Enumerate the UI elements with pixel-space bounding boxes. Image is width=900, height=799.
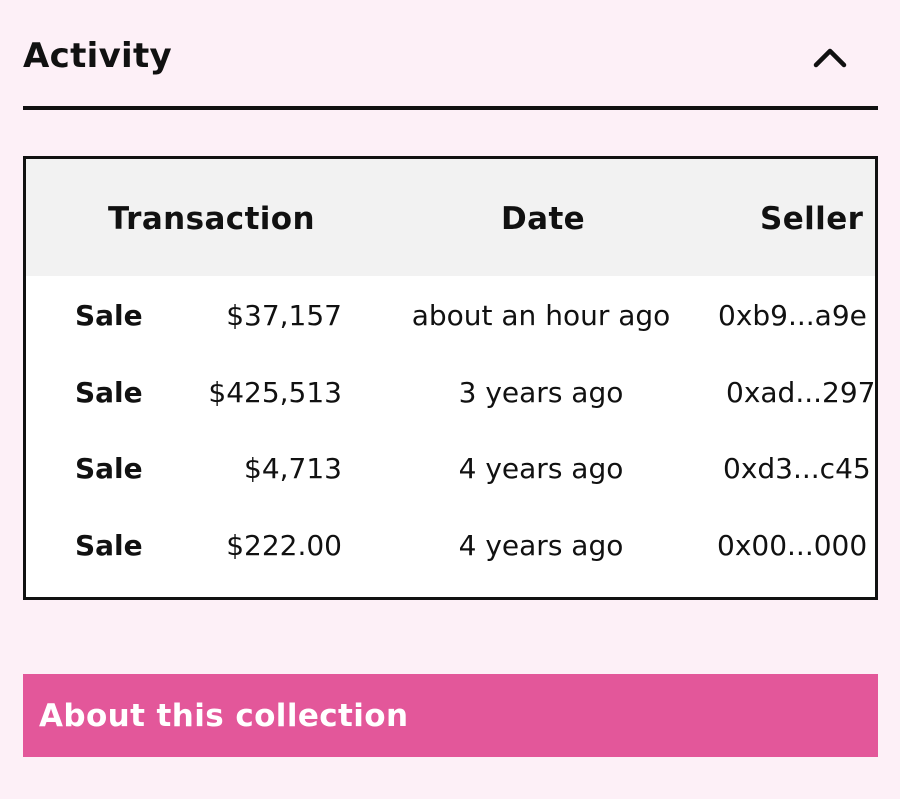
table-row: Sale $37,157 about an hour ago 0xb9...a9… — [26, 276, 875, 353]
column-header-date: Date — [501, 201, 586, 237]
transaction-price: $37,157 — [226, 299, 342, 332]
about-collection-button[interactable]: About this collection — [23, 674, 878, 757]
about-collection-label: About this collection — [39, 698, 409, 734]
seller-address-link[interactable]: 0xd3...c45 — [723, 452, 871, 485]
seller-address-link[interactable]: 0xb9...a9e — [718, 299, 867, 332]
transaction-date: 4 years ago — [458, 528, 624, 562]
table-row: Sale $222.00 4 years ago 0x00...000 — [26, 506, 875, 583]
transaction-type: Sale — [75, 375, 143, 409]
activity-section-header[interactable]: Activity — [23, 0, 878, 110]
activity-title: Activity — [23, 36, 173, 76]
transaction-date: about an hour ago — [411, 299, 671, 332]
table-row: Sale $4,713 4 years ago 0xd3...c45 — [26, 429, 875, 506]
activity-table: Transaction Date Seller Sale $37,157 abo… — [23, 156, 878, 600]
seller-address-link[interactable]: 0x00...000 — [717, 528, 868, 562]
column-header-seller: Seller — [760, 201, 864, 237]
table-body: Sale $37,157 about an hour ago 0xb9...a9… — [26, 276, 875, 582]
column-header-transaction: Transaction — [108, 201, 315, 237]
chevron-up-icon[interactable] — [810, 38, 850, 74]
transaction-type: Sale — [75, 452, 143, 485]
seller-address-link[interactable]: 0xad...297 — [726, 375, 876, 409]
table-header-row: Transaction Date Seller — [26, 159, 875, 276]
transaction-type: Sale — [75, 528, 143, 562]
transaction-type: Sale — [75, 299, 143, 332]
transaction-date: 3 years ago — [458, 375, 624, 409]
transaction-date: 4 years ago — [458, 452, 624, 485]
transaction-price: $4,713 — [244, 452, 342, 485]
table-row: Sale $425,513 3 years ago 0xad...297 — [26, 353, 875, 430]
transaction-price: $425,513 — [208, 375, 342, 409]
transaction-price: $222.00 — [226, 528, 342, 562]
